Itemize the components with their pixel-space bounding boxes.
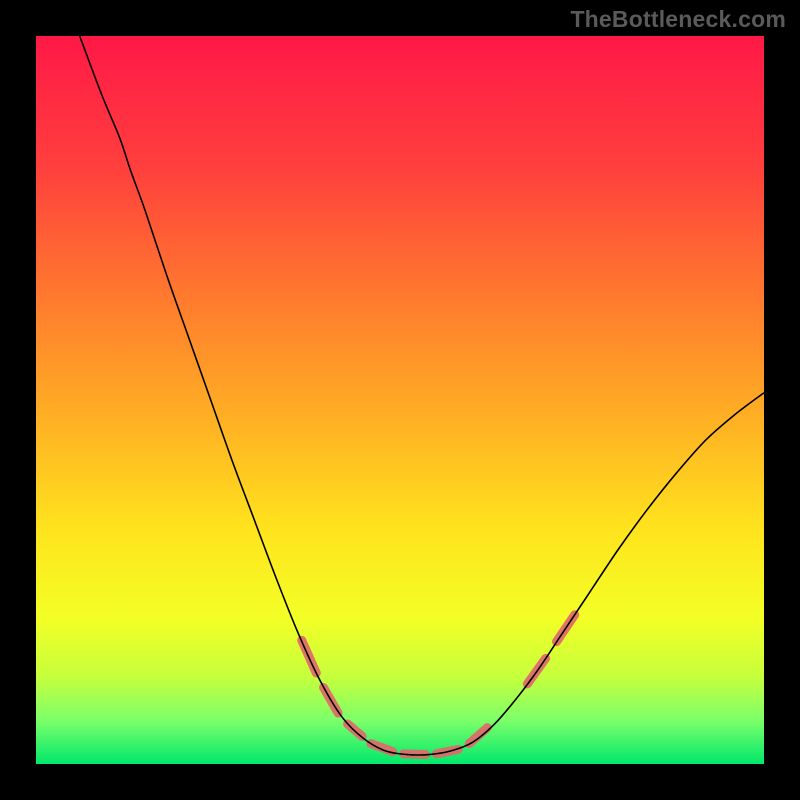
plot-area — [36, 36, 764, 764]
chart-frame: TheBottleneck.com — [0, 0, 800, 800]
gradient-background — [36, 36, 764, 764]
bottleneck-curve-chart — [36, 36, 764, 764]
watermark-text: TheBottleneck.com — [570, 6, 786, 33]
